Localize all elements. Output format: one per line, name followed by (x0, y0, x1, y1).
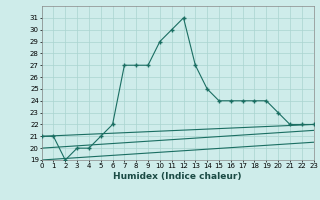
X-axis label: Humidex (Indice chaleur): Humidex (Indice chaleur) (113, 172, 242, 181)
